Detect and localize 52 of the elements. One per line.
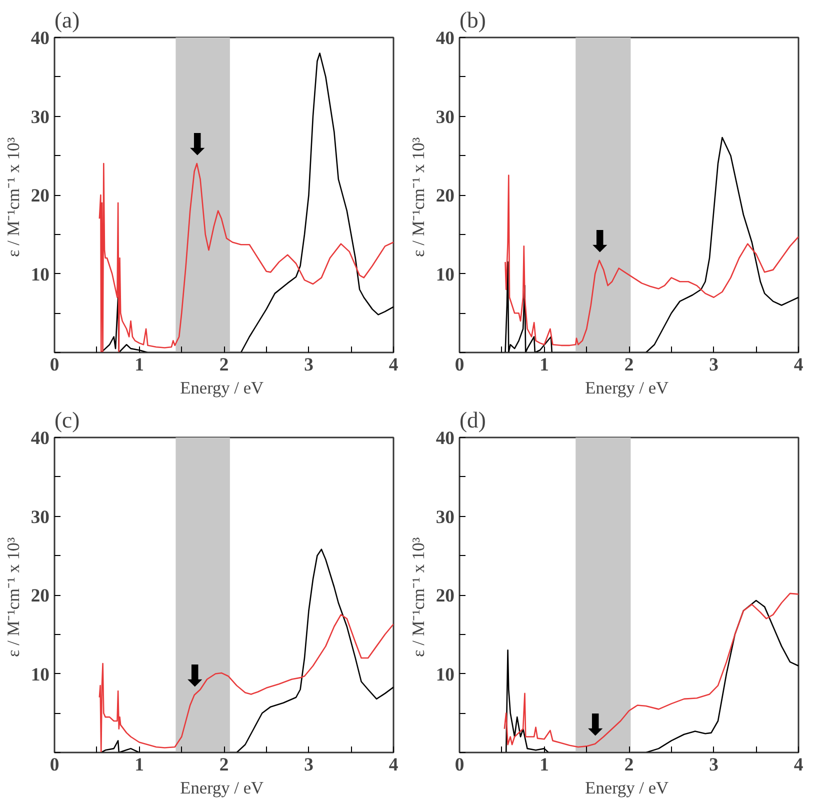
chart-title: (b) — [460, 8, 486, 32]
y-tick-label: 20 — [30, 586, 50, 606]
x-tick-label: 4 — [794, 754, 804, 776]
x-tick-label: 0 — [454, 354, 464, 376]
x-tick-label: 3 — [304, 754, 314, 776]
y-tick-label: 40 — [436, 428, 454, 449]
y-tick-label: 30 — [30, 106, 50, 128]
x-axis-title: Energy / eV — [180, 778, 264, 798]
x-tick-label: 3 — [709, 354, 718, 376]
y-tick-label: 30 — [436, 106, 454, 128]
y-tick-label: 10 — [30, 664, 50, 686]
y-tick-label: 40 — [436, 28, 454, 49]
x-tick-label: 4 — [794, 354, 804, 376]
x-axis-title: Energy / eV — [585, 378, 670, 398]
y-tick-label: 30 — [436, 506, 454, 528]
chart-title: (c) — [54, 408, 80, 432]
x-tick-label: 1 — [540, 754, 549, 776]
chart-title: (a) — [54, 8, 80, 32]
x-axis-title: Energy / eV — [585, 778, 670, 798]
x-tick-label: 0 — [50, 754, 60, 776]
x-tick-label: 2 — [624, 354, 634, 376]
chart-title: (d) — [460, 408, 486, 432]
x-tick-label: 1 — [134, 354, 144, 376]
x-tick-label: 4 — [388, 754, 398, 776]
y-axis-title: ε / M⁻¹cm⁻¹ x 10³ — [4, 537, 23, 657]
y-tick-label: 30 — [30, 506, 50, 528]
x-axis-title: Energy / eV — [180, 378, 264, 398]
y-tick-label: 40 — [30, 28, 50, 49]
x-tick-label: 2 — [624, 754, 634, 776]
y-tick-label: 10 — [436, 264, 454, 286]
y-axis-title: ε / M⁻¹cm⁻¹ x 10³ — [4, 137, 23, 257]
x-tick-label: 0 — [454, 754, 464, 776]
y-axis-title: ε / M⁻¹cm⁻¹ x 10³ — [408, 537, 428, 657]
y-tick-label: 40 — [30, 428, 50, 449]
annotation: ⬇ — [184, 128, 209, 162]
x-tick-label: 3 — [709, 754, 718, 776]
y-tick-label: 20 — [436, 586, 454, 606]
annotation: ⬇ — [182, 660, 206, 694]
x-tick-label: 3 — [304, 354, 314, 376]
y-axis-title: ε / M⁻¹cm⁻¹ x 10³ — [408, 137, 428, 257]
x-tick-label: 1 — [540, 354, 549, 376]
y-tick-label: 10 — [436, 664, 454, 686]
x-tick-label: 4 — [388, 354, 398, 376]
x-tick-label: 2 — [219, 354, 229, 376]
annotation: ⬇ — [583, 708, 608, 742]
x-tick-label: 1 — [134, 754, 144, 776]
y-tick-label: 10 — [30, 264, 50, 286]
x-tick-label: 2 — [219, 754, 229, 776]
x-tick-label: 0 — [50, 354, 60, 376]
y-tick-label: 20 — [436, 186, 454, 206]
y-tick-label: 20 — [30, 186, 50, 206]
annotation: ⬇ — [587, 225, 612, 258]
